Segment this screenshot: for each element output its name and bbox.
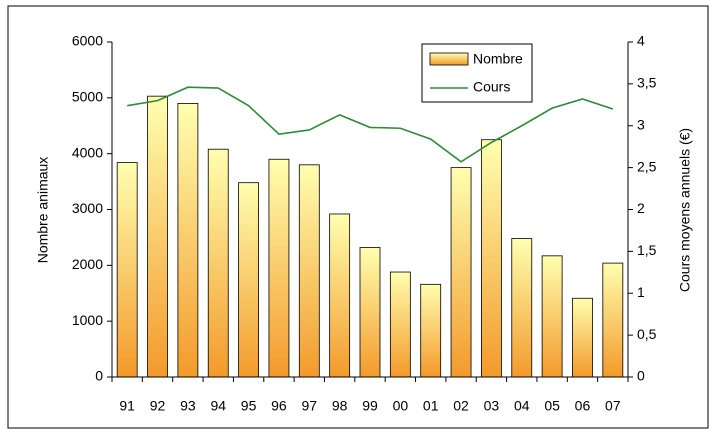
x-tick-label: 92 xyxy=(150,398,166,414)
x-tick-label: 01 xyxy=(423,398,439,414)
bar xyxy=(116,162,138,378)
x-tick-label: 98 xyxy=(332,398,348,414)
y2-axis-label: Cours moyens annuels (€) xyxy=(677,128,693,292)
x-tick-label: 93 xyxy=(180,398,196,414)
y2-tick-label: 3 xyxy=(637,116,645,132)
bar xyxy=(238,182,259,378)
legend-label: Cours xyxy=(473,79,510,95)
bar xyxy=(298,164,320,378)
bar xyxy=(389,271,411,378)
y2-tick-label: 0,5 xyxy=(637,326,657,342)
x-tick-label: 05 xyxy=(544,398,560,414)
bar xyxy=(511,238,533,378)
x-tick-label: 04 xyxy=(514,398,530,414)
y-tick-label: 1000 xyxy=(72,312,103,328)
x-tick-label: 03 xyxy=(484,398,500,414)
bar xyxy=(481,139,502,378)
y2-tick-label: 3,5 xyxy=(637,75,657,91)
bar xyxy=(147,95,168,378)
y-axis-label: Nombre animaux xyxy=(35,157,51,264)
x-tick-label: 02 xyxy=(453,398,469,414)
y2-tick-label: 0 xyxy=(637,368,645,384)
y2-tick-label: 4 xyxy=(637,33,645,49)
bar xyxy=(602,262,624,378)
legend-label: Nombre xyxy=(473,51,523,67)
y-tick-label: 3000 xyxy=(72,200,103,216)
bar xyxy=(572,297,593,378)
bar xyxy=(359,247,381,378)
y-tick-label: 0 xyxy=(95,368,103,384)
x-tick-label: 06 xyxy=(575,398,591,414)
x-tick-label: 00 xyxy=(393,398,409,414)
y-tick-label: 4000 xyxy=(72,144,103,160)
x-tick-label: 95 xyxy=(241,398,257,414)
y-tick-label: 2000 xyxy=(72,256,103,272)
bar xyxy=(177,103,199,378)
bar xyxy=(541,255,563,378)
y2-tick-label: 1 xyxy=(637,284,645,300)
x-tick-label: 99 xyxy=(362,398,378,414)
y2-tick-label: 2,5 xyxy=(637,158,657,174)
bar xyxy=(268,158,290,378)
x-tick-label: 91 xyxy=(119,398,135,414)
bar xyxy=(207,148,229,378)
y2-tick-label: 1,5 xyxy=(637,242,657,258)
legend-box xyxy=(421,43,533,103)
y-tick-label: 5000 xyxy=(72,89,103,105)
x-tick-label: 07 xyxy=(605,398,621,414)
x-tick-label: 96 xyxy=(271,398,287,414)
x-tick-label: 94 xyxy=(210,398,226,414)
bar xyxy=(420,283,442,378)
line xyxy=(127,86,614,163)
bar xyxy=(450,167,472,378)
y2-tick-label: 2 xyxy=(637,200,645,216)
bar xyxy=(329,213,351,378)
x-tick-label: 97 xyxy=(302,398,318,414)
y-tick-label: 6000 xyxy=(72,33,103,49)
legend-swatch xyxy=(429,52,469,66)
